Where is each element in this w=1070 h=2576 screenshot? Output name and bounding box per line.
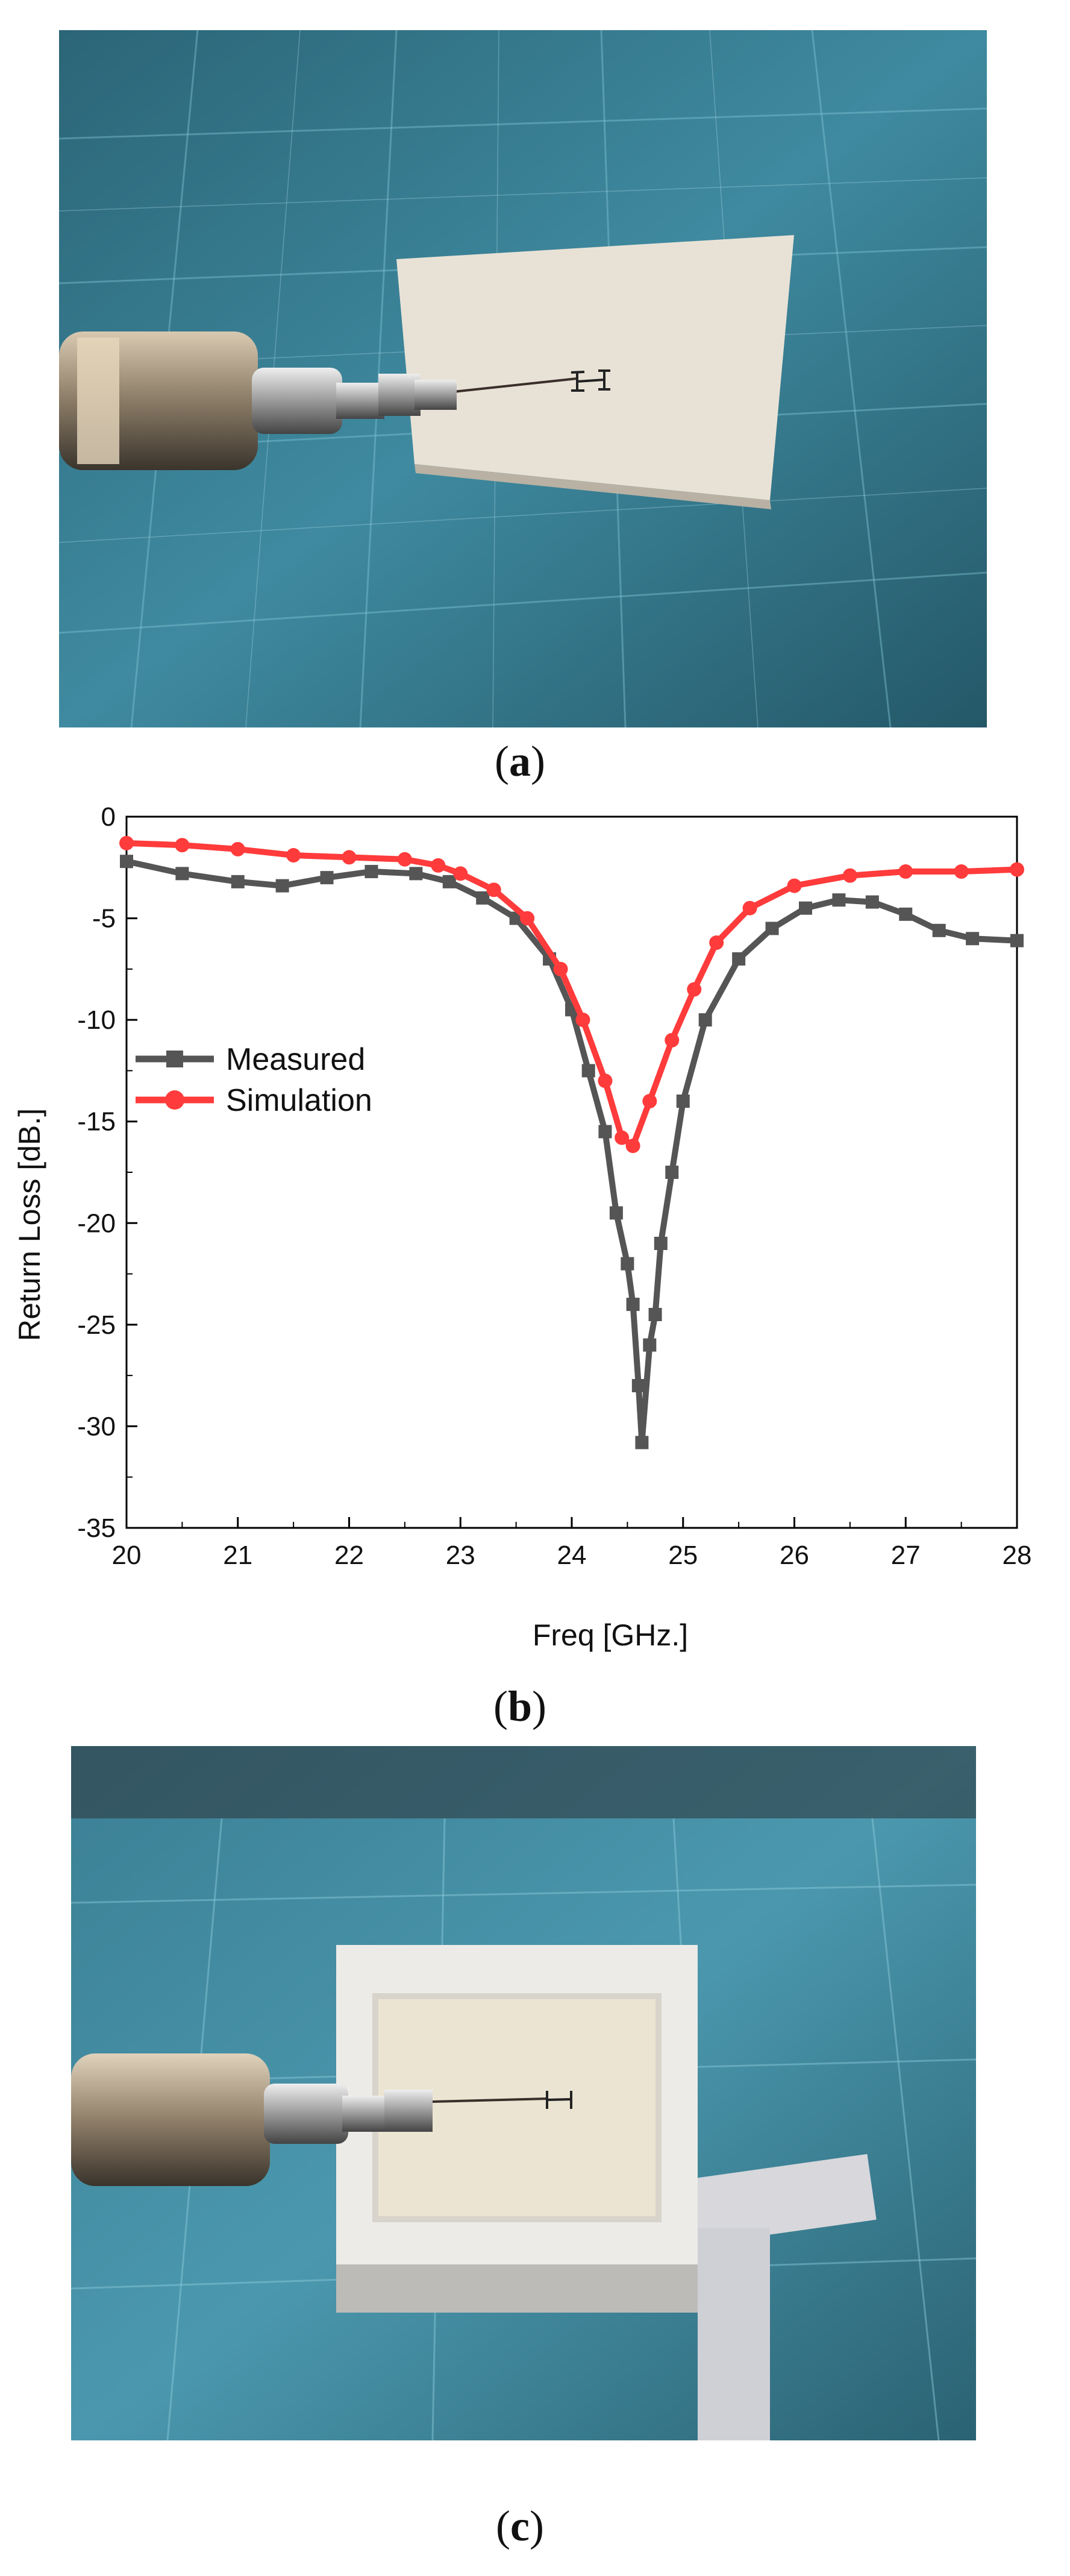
simulation-point (709, 935, 724, 950)
x-tick-label: 21 (223, 1541, 252, 1570)
measured-point (798, 901, 812, 915)
measured-point (732, 952, 746, 966)
legend-measured-label: Measured (226, 1042, 365, 1077)
y-tick-label: -20 (77, 1208, 116, 1238)
measured-point (609, 1206, 623, 1220)
measured-point (966, 932, 980, 946)
measured-point (476, 891, 490, 905)
simulation-point (625, 1139, 640, 1154)
y-tick-label: -35 (77, 1513, 116, 1543)
simulation-point (787, 878, 802, 893)
y-axis-ticks: 0 -5 -10 -15 -20 -25 -30 -35 (77, 802, 137, 1543)
legend-simulation-marker (165, 1090, 184, 1110)
measured-point (832, 893, 846, 907)
y-tick-label: 0 (101, 802, 116, 832)
measured-point (275, 879, 289, 893)
simulation-point (397, 852, 412, 867)
caption-a-letter: a (509, 737, 531, 785)
legend: Measured Simulation (136, 1042, 372, 1118)
y-tick-label: -30 (77, 1412, 116, 1441)
measured-point (631, 1379, 645, 1392)
measured-point (698, 1013, 712, 1027)
legend-simulation-label: Simulation (226, 1083, 372, 1118)
y-tick-label: -5 (92, 904, 116, 934)
simulation-point (286, 848, 301, 863)
measured-point (364, 865, 378, 879)
measured-point (442, 875, 456, 888)
x-tick-label: 24 (557, 1541, 587, 1570)
measured-point (865, 895, 879, 909)
y-tick-label: -15 (77, 1107, 116, 1137)
simulation-point (954, 864, 969, 879)
y-axis-label: Return Loss [dB.] (13, 1108, 46, 1341)
simulation-point (520, 911, 535, 926)
x-tick-label: 23 (446, 1541, 475, 1570)
measured-point (676, 1095, 690, 1108)
measured-point (598, 1125, 612, 1139)
x-tick-label: 25 (668, 1541, 698, 1570)
antenna-photo-a-illustration (59, 30, 987, 727)
x-tick-label: 26 (780, 1541, 809, 1570)
measured-point (581, 1064, 595, 1078)
simulation-point (342, 850, 357, 865)
x-tick-label: 28 (1003, 1541, 1032, 1570)
simulation-point (1010, 862, 1024, 877)
measured-point (626, 1298, 640, 1312)
measured-point (648, 1308, 662, 1321)
antenna-photo-c (71, 1746, 976, 2440)
caption-c: (c) (496, 2502, 544, 2550)
simulation-point (898, 864, 913, 879)
simulation-point (687, 982, 702, 997)
return-loss-chart: 20 21 22 23 24 25 26 27 28 0 -5 -10 -15 -20 -25 -30 -35… (13, 802, 1031, 1652)
simulation-point (642, 1094, 657, 1108)
series-measured (120, 855, 1024, 1450)
measured-point (320, 871, 334, 885)
legend-measured-marker (166, 1051, 183, 1067)
measured-point (643, 1338, 657, 1352)
simulation-point (175, 838, 190, 853)
x-tick-label: 22 (334, 1541, 364, 1570)
y-tick-label: -10 (77, 1005, 116, 1035)
simulation-point (119, 835, 134, 850)
x-axis-ticks: 20 21 22 23 24 25 26 27 28 (112, 1517, 1032, 1570)
simulation-point (665, 1032, 680, 1048)
y-tick-label: -25 (77, 1310, 116, 1340)
simulation-point (431, 858, 446, 873)
caption-a: (a) (495, 737, 545, 785)
series-simulation (119, 835, 1024, 1154)
caption-b-letter: b (507, 1682, 533, 1730)
measured-point (635, 1436, 649, 1450)
measured-point (899, 907, 913, 921)
caption-b: (b) (493, 1682, 546, 1730)
measured-point (665, 1166, 679, 1179)
simulation-point (553, 961, 568, 976)
plot-frame (125, 815, 1018, 1529)
x-tick-label: 20 (112, 1541, 142, 1570)
simulation-point (742, 900, 757, 916)
measured-point (120, 855, 133, 869)
measured-point (654, 1237, 668, 1250)
simulation-point (230, 841, 245, 856)
x-axis-label: Freq [GHz.] (533, 1618, 688, 1652)
simulation-point (575, 1013, 590, 1028)
simulation-point (598, 1073, 613, 1089)
antenna-photo-a (59, 30, 987, 727)
simulation-point (453, 866, 468, 881)
measured-point (765, 922, 779, 935)
series-line-measured (125, 858, 1018, 1446)
plot-area: 20 21 22 23 24 25 26 27 28 0 -5 -10 -15 -20 -25 -30 -35 (77, 802, 1031, 1570)
measured-point (231, 875, 245, 888)
simulation-point (615, 1130, 630, 1145)
antenna-photo-c-illustration (71, 1746, 976, 2440)
simulation-point (486, 882, 501, 897)
measured-point (175, 867, 189, 881)
x-tick-label: 27 (891, 1541, 921, 1570)
measured-point (932, 923, 946, 937)
caption-c-letter: c (510, 2502, 530, 2550)
measured-point (1010, 934, 1024, 947)
measured-point (621, 1257, 634, 1271)
simulation-point (842, 868, 857, 883)
measured-point (409, 867, 423, 881)
